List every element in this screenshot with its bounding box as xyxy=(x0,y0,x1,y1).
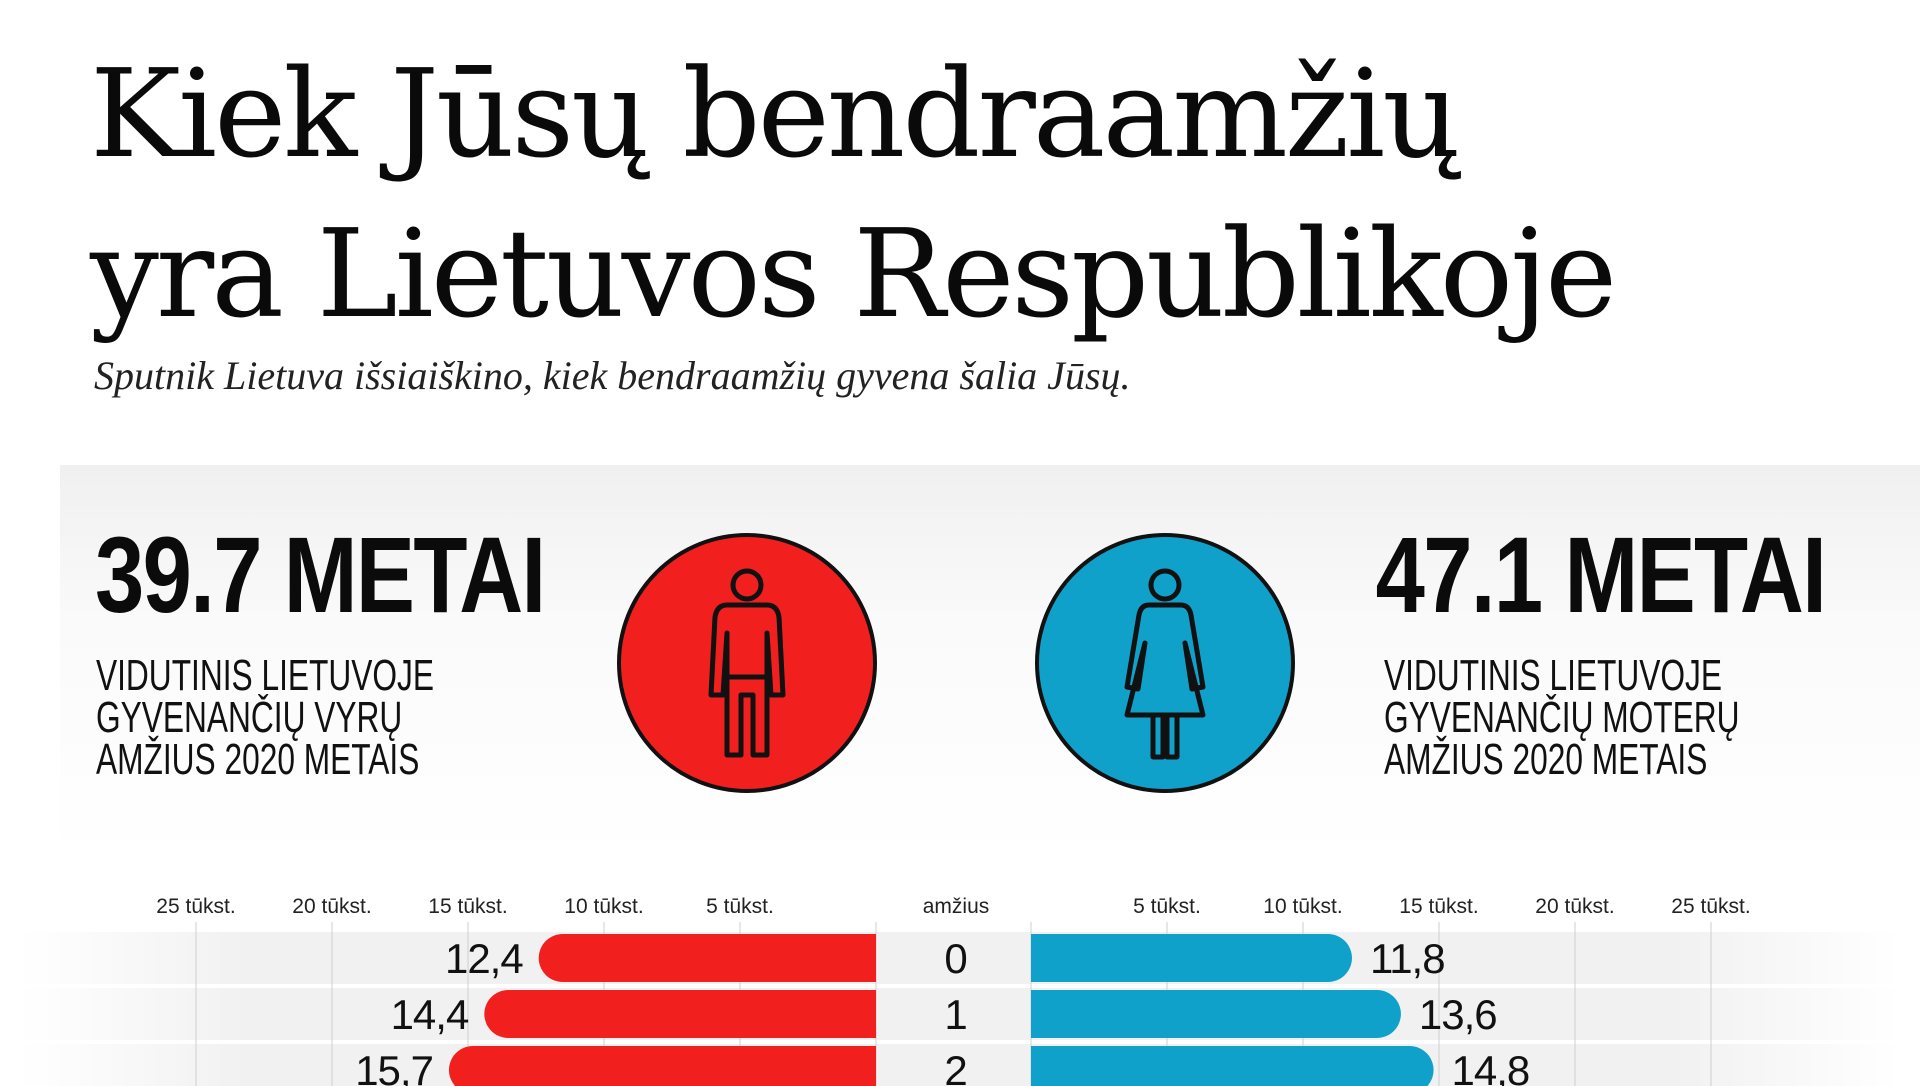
male-bar xyxy=(449,1046,876,1086)
male-circle xyxy=(617,533,877,793)
female-average-age: 47.1 METAI xyxy=(1375,514,1826,635)
female-bar xyxy=(1031,934,1352,982)
male-desc-line-1: VIDUTINIS LIETUVOJE xyxy=(96,651,434,700)
left-tick-label: 10 tūkst. xyxy=(564,895,643,918)
female-value-label: 14,8 xyxy=(1452,1047,1530,1086)
male-value-label: 14,4 xyxy=(391,991,469,1038)
left-tick-label: 15 tūkst. xyxy=(428,895,507,918)
female-average-description: VIDUTINIS LIETUVOJE GYVENANČIŲ MOTERŲ AM… xyxy=(1384,651,1740,784)
male-desc-line-2: GYVENANČIŲ VYRŲ xyxy=(96,693,403,742)
age-label: 2 xyxy=(944,1047,967,1086)
male-bar xyxy=(484,990,876,1038)
row-background xyxy=(20,932,1900,984)
subtitle: Sputnik Lietuva išsiaiškino, kiek bendra… xyxy=(94,353,1131,398)
male-desc-line-3: AMŽIUS 2020 METAIS xyxy=(96,735,420,784)
population-pyramid-chart: 5 tūkst. 5 tūkst. 10 tūkst. 10 tūkst. 15 tūk… xyxy=(20,895,1900,1086)
female-bar xyxy=(1031,1046,1434,1086)
female-value-label: 13,6 xyxy=(1419,991,1497,1038)
male-value-label: 15,7 xyxy=(355,1047,433,1086)
female-circle xyxy=(1035,533,1295,793)
female-desc-line-2: GYVENANČIŲ MOTERŲ xyxy=(1384,693,1740,742)
male-average-age: 39.7 METAI xyxy=(95,514,546,635)
title-line-1: Kiek Jūsų bendraamžių xyxy=(90,43,1461,185)
left-tick-label: 20 tūkst. xyxy=(292,895,371,918)
male-bar xyxy=(538,934,876,982)
right-tick-label: 15 tūkst. xyxy=(1399,895,1478,918)
female-desc-line-1: VIDUTINIS LIETUVOJE xyxy=(1384,651,1722,700)
right-tick-label: 5 tūkst. xyxy=(1133,895,1201,918)
woman-icon xyxy=(1124,568,1206,760)
male-value-label: 12,4 xyxy=(445,935,523,982)
right-tick-label: 10 tūkst. xyxy=(1263,895,1342,918)
age-label: 0 xyxy=(944,935,967,982)
age-label: 1 xyxy=(944,991,967,1038)
age-axis-header: amžius xyxy=(923,895,990,918)
male-average-description: VIDUTINIS LIETUVOJE GYVENANČIŲ VYRŲ AMŽI… xyxy=(96,651,434,784)
left-tick-label: 25 tūkst. xyxy=(156,895,235,918)
stats-band xyxy=(60,465,1920,855)
right-tick-label: 25 tūkst. xyxy=(1671,895,1750,918)
female-bar xyxy=(1031,990,1401,1038)
title-line-2: yra Lietuvos Respublikoje xyxy=(90,203,1617,345)
female-value-label: 11,8 xyxy=(1370,935,1445,982)
female-desc-line-3: AMŽIUS 2020 METAIS xyxy=(1384,735,1708,784)
right-tick-label: 20 tūkst. xyxy=(1535,895,1614,918)
row-background xyxy=(20,988,1900,1040)
left-tick-label: 5 tūkst. xyxy=(706,895,774,918)
man-icon xyxy=(708,568,786,758)
row-background xyxy=(20,1044,1900,1086)
page-title: Kiek Jūsų bendraamžių yra Lietuvos Respu… xyxy=(90,34,1617,354)
